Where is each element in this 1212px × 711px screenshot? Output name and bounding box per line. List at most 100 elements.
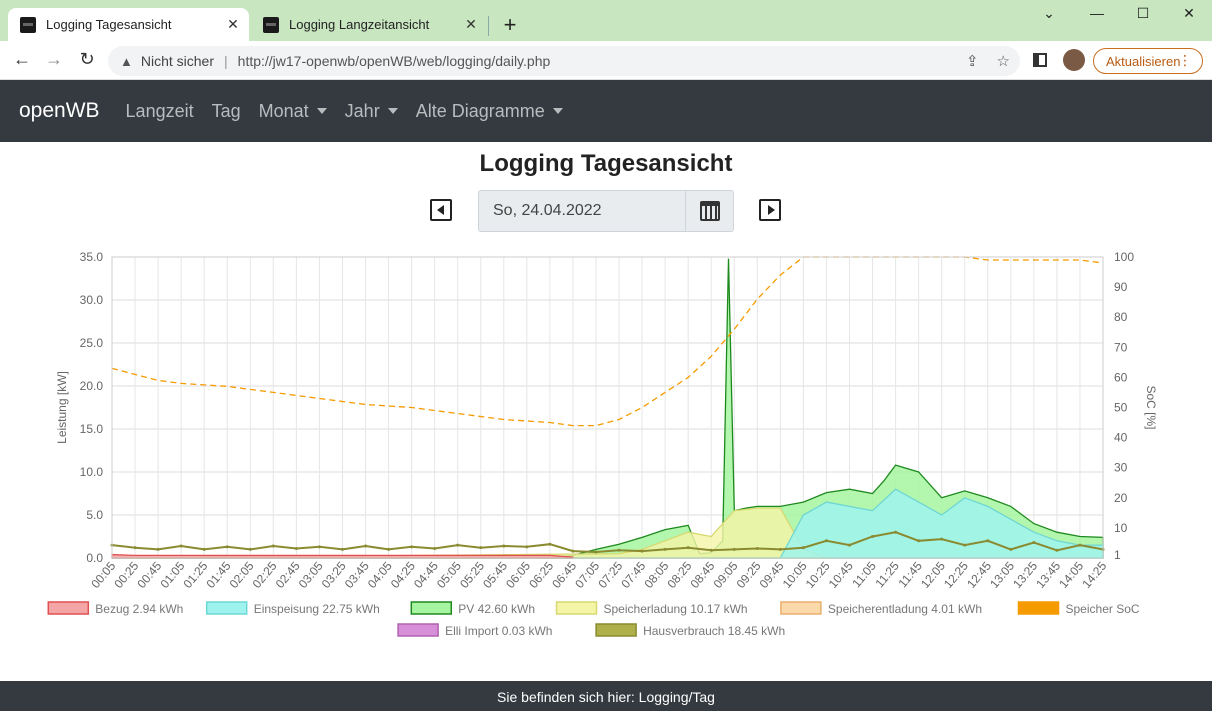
x-tick-label: 11:05 [849, 559, 879, 591]
series-point-hausverbrauch [433, 547, 437, 551]
series-point-hausverbrauch [986, 539, 990, 543]
legend-label: Bezug 2.94 kWh [95, 602, 183, 616]
series-point-hausverbrauch [156, 547, 160, 551]
series-point-hausverbrauch [801, 546, 805, 550]
x-tick-label: 01:45 [204, 559, 234, 591]
warning-triangle-icon[interactable]: ▲ [120, 53, 133, 69]
x-tick-label: 10:25 [803, 559, 833, 591]
tab-search-chevron-icon[interactable]: ⌄ [1043, 5, 1055, 21]
x-tick-label: 13:45 [1033, 559, 1063, 591]
y2-tick-label: 100 [1114, 250, 1134, 264]
profile-avatar[interactable] [1063, 49, 1085, 71]
tab-title: Logging Tagesansicht [46, 17, 172, 32]
x-tick-label: 09:25 [734, 559, 764, 591]
kebab-menu-icon[interactable]: ⋮ [1178, 52, 1192, 68]
update-button[interactable]: Aktualisieren ⋮ [1093, 48, 1203, 74]
y2-tick-label: 80 [1114, 310, 1128, 324]
series-point-hausverbrauch [871, 535, 875, 538]
x-tick-label: 09:05 [711, 559, 741, 591]
omnibox-divider: | [224, 53, 228, 69]
x-tick-label: 04:45 [411, 559, 441, 591]
series-point-hausverbrauch [248, 547, 252, 551]
reload-icon[interactable]: ↻ [79, 49, 95, 69]
series-point-hausverbrauch [594, 550, 598, 554]
browser-tab-strip: Logging Tagesansicht ✕ Logging Langzeita… [0, 0, 1212, 41]
back-arrow-icon[interactable]: ← [13, 49, 31, 69]
brand-logo[interactable]: openWB [19, 99, 100, 122]
y-tick-label: 25.0 [80, 336, 104, 350]
tab-logging-tagesansicht[interactable]: Logging Tagesansicht ✕ [8, 8, 249, 41]
close-icon[interactable]: ✕ [465, 16, 477, 32]
close-icon[interactable]: ✕ [227, 16, 239, 32]
series-point-hausverbrauch [571, 549, 575, 553]
x-tick-label: 14:05 [1056, 559, 1086, 591]
openwb-favicon-icon [20, 16, 36, 33]
series-point-hausverbrauch [387, 547, 391, 551]
series-point-hausverbrauch [709, 548, 713, 552]
series-point-hausverbrauch [917, 539, 921, 543]
date-input[interactable]: So, 24.04.2022 [478, 190, 686, 232]
next-day-button[interactable] [759, 199, 781, 221]
forward-arrow-icon[interactable]: → [45, 49, 63, 69]
y2-axis-title: SoC [%] [1144, 385, 1158, 429]
daily-logging-chart[interactable]: 35.030.025.020.015.010.05.00.000:0500:25… [0, 240, 1212, 650]
series-point-hausverbrauch [1032, 541, 1036, 545]
maximize-icon[interactable]: ☐ [1136, 5, 1150, 21]
new-tab-button[interactable]: + [503, 12, 517, 37]
nav-tag[interactable]: Tag [212, 101, 241, 122]
y-axis-title: Leistung [kW] [55, 371, 69, 444]
legend-swatch [410, 601, 453, 615]
nav-label: Tag [211, 100, 241, 121]
legend-swatch [1017, 601, 1060, 615]
tab-logging-langzeitansicht[interactable]: Logging Langzeitansicht ✕ [251, 8, 487, 41]
series-point-hausverbrauch [1078, 543, 1082, 547]
series-point-hausverbrauch [294, 547, 298, 551]
series-point-hausverbrauch [225, 545, 229, 549]
series-point-hausverbrauch [778, 547, 782, 551]
previous-day-button[interactable] [430, 199, 452, 221]
series-line-hausverbrauch [111, 531, 1104, 554]
address-bar[interactable]: ▲ Nicht sicher | http://jw17-openwb/open… [108, 46, 1020, 76]
series-point-hausverbrauch [271, 544, 275, 548]
legend-label: PV 42.60 kWh [458, 602, 535, 616]
series-point-hausverbrauch [179, 544, 183, 548]
legend-label: Speicherladung 10.17 kWh [604, 602, 748, 616]
nav-monat-dropdown[interactable]: Monat [259, 101, 327, 122]
y2-tick-label: 20 [1114, 491, 1128, 505]
share-icon[interactable]: ⇪ [965, 53, 979, 70]
bookmark-star-icon[interactable]: ☆ [996, 53, 1010, 70]
calendar-button[interactable] [685, 190, 734, 232]
x-tick-label: 10:45 [826, 559, 856, 591]
minimize-icon[interactable]: — [1090, 5, 1104, 21]
window-close-icon[interactable]: ✕ [1183, 5, 1195, 21]
x-tick-label: 03:05 [296, 559, 326, 591]
legend-label: Einspeisung 22.75 kWh [254, 602, 380, 616]
x-tick-label: 02:05 [227, 559, 257, 591]
series-point-hausverbrauch [755, 547, 759, 551]
x-tick-label: 10:05 [780, 559, 810, 591]
y2-tick-label: 90 [1114, 280, 1128, 294]
series-point-hausverbrauch [133, 546, 137, 550]
y-tick-label: 35.0 [80, 250, 104, 264]
series-point-hausverbrauch [410, 545, 414, 549]
openwb-favicon-icon [263, 16, 279, 33]
y2-tick-label: 50 [1114, 401, 1128, 415]
side-panel-icon[interactable] [1033, 53, 1047, 67]
y2-tick-label: 40 [1114, 431, 1128, 445]
url-text[interactable]: http://jw17-openwb/openWB/web/logging/da… [237, 53, 551, 69]
x-tick-label: 07:05 [572, 559, 602, 591]
x-tick-label: 02:45 [273, 559, 303, 591]
nav-jahr-dropdown[interactable]: Jahr [345, 101, 398, 122]
legend-swatch [397, 623, 439, 637]
security-label[interactable]: Nicht sicher [140, 53, 215, 69]
calendar-icon [700, 201, 720, 221]
x-tick-label: 06:05 [503, 559, 533, 591]
y2-tick-label: 30 [1114, 461, 1128, 475]
x-tick-label: 11:25 [872, 559, 902, 591]
omnibox-actions: ⇪ ☆ [966, 52, 1010, 70]
nav-alte-diagramme-dropdown[interactable]: Alte Diagramme [416, 101, 563, 122]
x-tick-label: 08:25 [664, 559, 694, 591]
nav-langzeit[interactable]: Langzeit [126, 101, 194, 122]
main-navbar: openWB Langzeit Tag Monat Jahr Alte Diag… [0, 80, 1212, 142]
y2-tick-label: 70 [1114, 340, 1128, 354]
